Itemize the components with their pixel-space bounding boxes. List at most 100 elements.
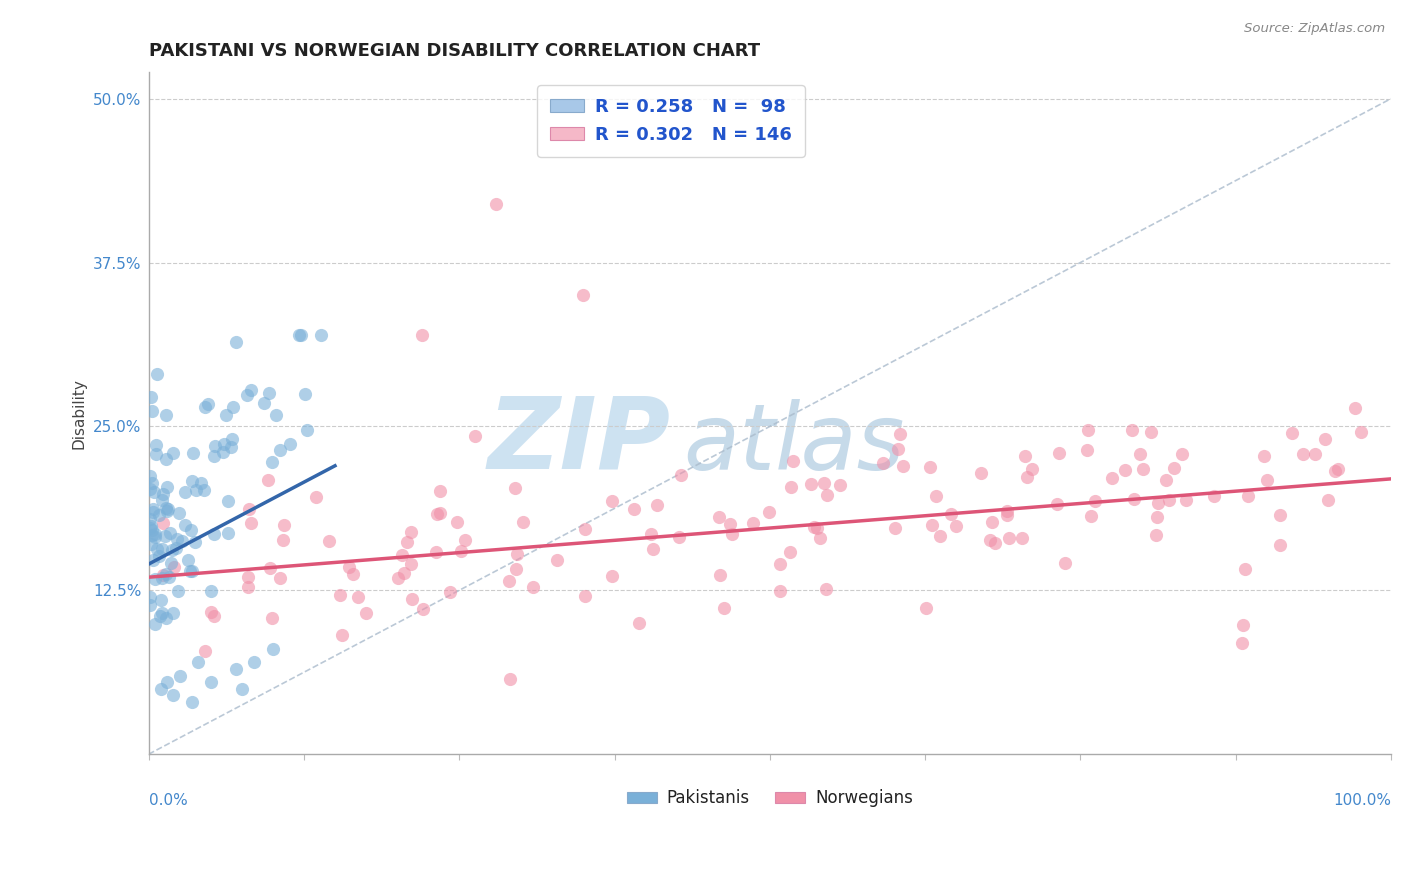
Norwegians: [439, 584, 461, 599]
Pakistanis: [143, 484, 166, 499]
Text: 0.0%: 0.0%: [149, 793, 187, 808]
Pakistanis: [141, 476, 163, 491]
Norwegians: [391, 548, 413, 562]
Norwegians: [980, 515, 1002, 529]
Pakistanis: [155, 452, 177, 467]
Norwegians: [152, 516, 174, 530]
Norwegians: [499, 672, 522, 686]
Norwegians: [815, 582, 838, 597]
Pakistanis: [214, 408, 236, 422]
Norwegians: [1101, 471, 1123, 485]
Norwegians: [623, 501, 645, 516]
Norwegians: [945, 519, 967, 533]
Norwegians: [401, 525, 423, 540]
Pakistanis: [170, 533, 193, 548]
Pakistanis: [160, 556, 183, 570]
Pakistanis: [155, 408, 177, 422]
Pakistanis: [200, 675, 222, 690]
Pakistanis: [243, 656, 266, 670]
Pakistanis: [149, 609, 172, 624]
Pakistanis: [309, 327, 332, 342]
Norwegians: [1323, 464, 1346, 478]
Norwegians: [915, 601, 938, 615]
Norwegians: [412, 602, 434, 616]
Norwegians: [1114, 463, 1136, 477]
Pakistanis: [162, 606, 184, 620]
Pakistanis: [139, 512, 162, 526]
Norwegians: [1132, 462, 1154, 476]
Pakistanis: [181, 474, 204, 488]
Norwegians: [1129, 447, 1152, 461]
Norwegians: [1350, 425, 1372, 440]
Pakistanis: [146, 367, 169, 381]
Norwegians: [828, 478, 851, 492]
Pakistanis: [186, 483, 208, 498]
Norwegians: [1313, 433, 1336, 447]
Norwegians: [485, 196, 508, 211]
Pakistanis: [219, 440, 242, 454]
Pakistanis: [139, 468, 162, 483]
Norwegians: [889, 427, 911, 442]
Pakistanis: [181, 564, 204, 578]
Pakistanis: [202, 527, 225, 541]
Norwegians: [815, 488, 838, 502]
Pakistanis: [152, 487, 174, 501]
Norwegians: [236, 570, 259, 584]
Norwegians: [769, 584, 792, 599]
Text: 100.0%: 100.0%: [1333, 793, 1391, 808]
Norwegians: [1146, 510, 1168, 524]
Pakistanis: [290, 327, 312, 342]
Pakistanis: [184, 534, 207, 549]
Norwegians: [758, 505, 780, 519]
Norwegians: [920, 460, 942, 475]
Pakistanis: [143, 617, 166, 632]
Text: atlas: atlas: [683, 399, 904, 489]
Y-axis label: Disability: Disability: [72, 378, 86, 449]
Pakistanis: [222, 401, 245, 415]
Norwegians: [1046, 497, 1069, 511]
Norwegians: [1011, 531, 1033, 545]
Pakistanis: [264, 408, 287, 422]
Norwegians: [354, 606, 377, 620]
Pakistanis: [202, 449, 225, 463]
Pakistanis: [181, 695, 204, 709]
Pakistanis: [141, 528, 163, 542]
Norwegians: [273, 517, 295, 532]
Norwegians: [342, 567, 364, 582]
Norwegians: [1268, 538, 1291, 552]
Norwegians: [769, 558, 792, 572]
Norwegians: [647, 498, 669, 512]
Norwegians: [806, 521, 828, 535]
Norwegians: [1326, 461, 1348, 475]
Norwegians: [1084, 494, 1107, 508]
Norwegians: [1147, 495, 1170, 509]
Norwegians: [401, 592, 423, 607]
Norwegians: [1175, 493, 1198, 508]
Pakistanis: [156, 502, 179, 516]
Norwegians: [1077, 423, 1099, 437]
Pakistanis: [165, 541, 187, 556]
Pakistanis: [141, 404, 163, 418]
Pakistanis: [143, 530, 166, 544]
Norwegians: [669, 467, 692, 482]
Norwegians: [269, 571, 291, 585]
Norwegians: [401, 557, 423, 571]
Pakistanis: [174, 485, 197, 500]
Norwegians: [337, 560, 360, 574]
Pakistanis: [155, 529, 177, 543]
Norwegians: [446, 516, 468, 530]
Norwegians: [941, 507, 963, 521]
Norwegians: [574, 589, 596, 603]
Norwegians: [1253, 449, 1275, 463]
Norwegians: [808, 531, 831, 545]
Norwegians: [872, 456, 894, 470]
Pakistanis: [259, 385, 281, 400]
Pakistanis: [166, 532, 188, 546]
Pakistanis: [139, 482, 162, 496]
Pakistanis: [204, 439, 226, 453]
Norwegians: [305, 490, 328, 504]
Pakistanis: [155, 567, 177, 582]
Pakistanis: [190, 476, 212, 491]
Pakistanis: [211, 444, 233, 458]
Pakistanis: [152, 542, 174, 557]
